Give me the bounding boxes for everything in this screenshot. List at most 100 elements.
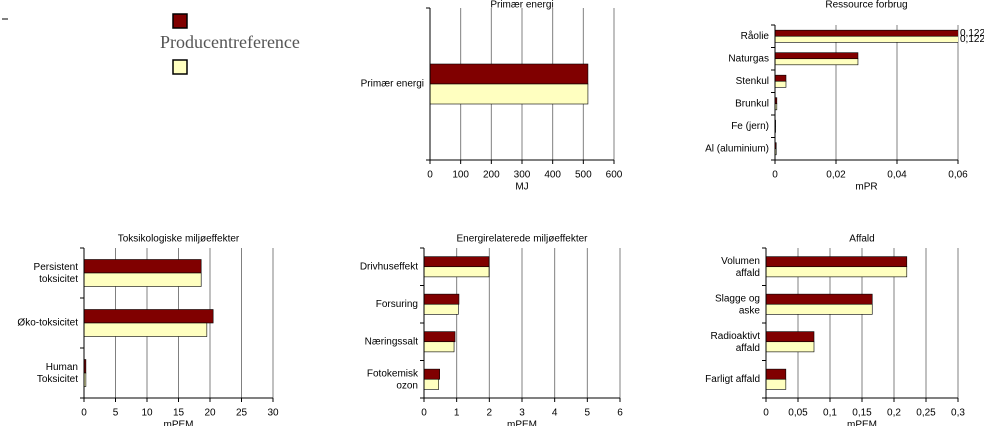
bar: [766, 378, 787, 390]
x-tick-label: 100: [452, 170, 469, 181]
y-tick-label: Drivhuseffekt: [360, 261, 418, 272]
bar: [430, 63, 589, 85]
x-tick-label: 0: [421, 408, 427, 419]
x-tick-label: 0,15: [852, 408, 872, 419]
x-tick-label: 3: [519, 408, 525, 419]
bar: [775, 80, 787, 88]
y-tick-label: Næringssalt: [365, 336, 419, 347]
x-axis-label: mPEM: [507, 420, 537, 426]
x-tick-label: 200: [483, 170, 500, 181]
y-tick-label: Brunkul: [735, 98, 769, 109]
y-tick-label: Farligt affald: [705, 374, 760, 385]
bar: [84, 372, 87, 387]
y-tick-label: Human Toksicitet: [37, 362, 78, 385]
bar: [84, 272, 202, 287]
x-axis-label: mPEM: [847, 420, 877, 426]
bar: [775, 58, 859, 66]
legend-swatch: [172, 59, 188, 75]
y-tick-label: Forsuring: [376, 299, 418, 310]
bar: [775, 35, 958, 43]
x-tick-label: 4: [552, 408, 558, 419]
legend-swatch: [172, 13, 188, 29]
bars: [430, 63, 589, 105]
bars: [424, 256, 490, 390]
bar: [766, 266, 908, 278]
x-tick-label: 15: [173, 408, 185, 419]
x-tick-label: 25: [236, 408, 248, 419]
x-tick-label: 0,1: [823, 408, 837, 419]
x-tick-label: 0,2: [887, 408, 901, 419]
x-tick-label: 5: [113, 408, 119, 419]
bar: [424, 266, 490, 278]
x-tick-label: 10: [141, 408, 153, 419]
legend-label: Producentreference: [160, 32, 300, 52]
bar: [84, 309, 214, 324]
bar: [424, 256, 490, 268]
x-tick-label: 0,05: [788, 408, 808, 419]
y-tick-label: Stenkul: [736, 76, 769, 87]
bar: [775, 74, 787, 82]
x-tick-label: 500: [575, 170, 592, 181]
data-label: 0,122: [960, 28, 984, 39]
bars: [775, 29, 958, 156]
x-tick-label: 1: [454, 408, 460, 419]
bar: [424, 378, 439, 390]
x-axis-label: mPR: [855, 182, 877, 193]
y-tick-label: Radioaktivt affald: [711, 330, 761, 353]
y-tick-label: Slagge og aske: [715, 293, 760, 316]
x-tick-label: 30: [267, 408, 279, 419]
x-tick-label: 0,06: [948, 170, 968, 181]
y-tick-label: Volumen affald: [721, 255, 760, 278]
data-label: 0,122: [960, 34, 984, 45]
y-tick-label: Persistent toksicitet: [34, 262, 79, 285]
bar: [424, 303, 459, 315]
bar: [766, 256, 908, 268]
y-tick-label: Primær energi: [361, 79, 424, 90]
bar: [424, 368, 440, 380]
bar: [84, 259, 202, 274]
x-tick-label: 2: [487, 408, 493, 419]
chart-title: Toksikologiske miljøeffekter: [118, 234, 240, 245]
legend: Producentreference: [160, 13, 300, 75]
bar: [775, 29, 958, 37]
x-tick-label: 0: [763, 408, 769, 419]
bar: [766, 303, 873, 315]
y-tick-label: Fe (jern): [731, 121, 769, 132]
bar: [766, 341, 815, 353]
y-tick-label: Naturgas: [728, 53, 769, 64]
bar: [775, 103, 778, 111]
chart-title: Primær energi: [490, 0, 553, 11]
x-tick-label: 600: [606, 170, 623, 181]
bar: [430, 83, 589, 105]
bar: [84, 322, 208, 337]
x-tick-label: 0: [772, 170, 778, 181]
bar: [424, 331, 456, 343]
bars: [84, 259, 214, 387]
x-tick-label: 400: [544, 170, 561, 181]
chart-title: Energirelaterede miljøeffekter: [457, 234, 589, 245]
x-tick-label: 0: [427, 170, 433, 181]
bar: [775, 148, 777, 156]
bar: [424, 293, 460, 305]
bar: [766, 368, 787, 380]
x-tick-label: 0,04: [887, 170, 907, 181]
x-tick-label: 0,02: [826, 170, 846, 181]
x-tick-label: 20: [204, 408, 216, 419]
x-tick-label: 6: [617, 408, 623, 419]
y-tick-label: Fotokemisk ozon: [367, 368, 419, 391]
bar: [766, 331, 815, 343]
x-axis-label: mPEM: [164, 420, 194, 426]
bar: [424, 341, 455, 353]
x-tick-label: 300: [514, 170, 531, 181]
y-tick-label: Råolie: [741, 30, 770, 42]
chart-title: Ressource forbrug: [825, 0, 907, 11]
x-tick-label: 5: [585, 408, 591, 419]
chart-title: Affald: [849, 234, 874, 245]
x-tick-label: 0,25: [916, 408, 936, 419]
y-tick-label: Øko-toksicitet: [17, 318, 78, 329]
y-tick-label: Al (aluminium): [705, 143, 769, 154]
x-tick-label: 0,3: [951, 408, 965, 419]
bar: [775, 52, 859, 60]
